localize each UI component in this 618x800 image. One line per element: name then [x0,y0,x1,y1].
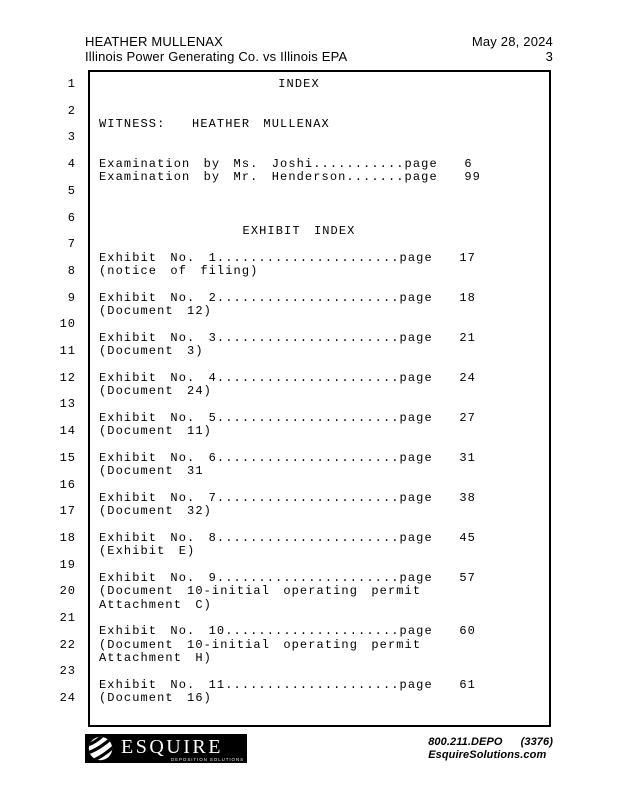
header-left: HEATHER MULLENAX Illinois Power Generati… [85,34,347,64]
exhibit-description: (Document 31 [99,464,204,479]
page-number: 3 [545,49,553,64]
exhibit-entry: Exhibit No. 5......................page … [99,410,476,425]
line-number: 15 [59,450,76,465]
line-number: 12 [59,370,76,385]
esquire-logo-bar: ESQUIRE DEPOSITION SOLUTIONS [85,734,247,763]
line-number: 17 [59,504,76,519]
exhibit-description: (Document 3) [99,344,204,358]
line-number: 7 [67,237,76,252]
exhibit-entry: Exhibit No. 6......................page … [99,450,476,465]
esquire-logo-text: ESQUIRE [121,736,223,758]
exhibit-entry: Exhibit No. 7......................page … [99,490,476,505]
footer-phone: 800.211.DEPO [428,736,503,748]
line-number: 3 [67,130,76,145]
exhibit-description: (Document 10-initial operating permit [99,637,422,652]
exhibit-description: (Document 32) [99,504,212,519]
exhibit-entry: Exhibit No. 11.....................page … [99,677,476,692]
exhibit-description: Attachment H) [99,651,212,666]
line-number: 1 [67,77,76,91]
line-number: 14 [59,424,76,439]
exhibit-entry: Exhibit No. 10.....................page … [99,624,476,639]
deposition-date: May 28, 2024 [471,34,553,49]
footer-phone-line: 800.211.DEPO (3376) [428,736,553,749]
line-number: 23 [59,664,76,679]
line-number: 10 [59,317,76,332]
line-number: 11 [59,344,76,358]
exhibit-description: (Document 11) [99,424,212,439]
exhibit-entry: Exhibit No. 8......................page … [99,530,476,545]
exhibit-description: (Document 10-initial operating permit [99,584,422,599]
esquire-logo-subtext: DEPOSITION SOLUTIONS [170,757,244,762]
exhibit-description: (notice of filing) [99,263,259,278]
exhibit-entry: Exhibit No. 9......................page … [99,570,476,585]
exhibit-entry: Exhibit No. 3......................page … [99,330,476,345]
line-number: 9 [67,290,76,305]
line-number: 20 [59,584,76,599]
exhibit-description: Attachment C) [99,597,212,612]
esquire-globe-icon [88,736,113,761]
case-title: Illinois Power Generating Co. vs Illinoi… [85,49,348,64]
line-number: 22 [59,637,76,652]
line-number: 5 [67,183,76,198]
examination-entry: Examination by Ms. Joshi...........page … [99,157,473,172]
exhibit-entry: Exhibit No. 2......................page … [99,290,476,305]
header-right: May 28, 2024 3 [472,34,553,64]
line-number: 8 [67,263,76,278]
exhibit-entry: Exhibit No. 1......................page … [99,250,476,265]
exhibit-entry: Exhibit No. 4......................page … [99,370,476,385]
line-number: 18 [59,530,76,545]
line-number: 4 [67,157,76,172]
line-number: 19 [59,557,76,572]
witness-line: WITNESS: HEATHER MULLENAX [99,117,330,132]
footer-phone-suffix: (3376) [520,736,553,748]
exhibit-description: (Document 16) [99,691,212,706]
transcript-body: INDEX WITNESS: HEATHER MULLENAX Examinatio… [0,77,618,738]
line-number: 24 [59,691,76,706]
line-number: 13 [59,397,76,412]
transcript-border-box [88,70,551,727]
footer-website: EsquireSolutions.com [428,749,547,761]
line-number-gutter: 1 2 3 4 5 6 7 8 9 10 11 12 13 14 15 16 17 18 19 20 21 22 23 24 [30,78,76,738]
index-title: INDEX [278,77,320,91]
line-number: 16 [59,477,76,492]
witness-name: HEATHER MULLENAX [85,34,224,49]
exhibit-index-title: EXHIBIT INDEX [242,223,356,238]
exhibit-description: (Document 12) [99,303,212,318]
line-number: 21 [59,611,76,625]
line-number: 6 [67,210,76,225]
examination-entry: Examination by Mr. Henderson.......page … [99,170,481,185]
exhibit-description: (Exhibit E) [99,544,196,559]
footer-contact: 800.211.DEPO (3376) EsquireSolutions.com [428,736,553,762]
exhibit-description: (Document 24) [99,384,212,399]
line-number: 2 [67,103,76,118]
